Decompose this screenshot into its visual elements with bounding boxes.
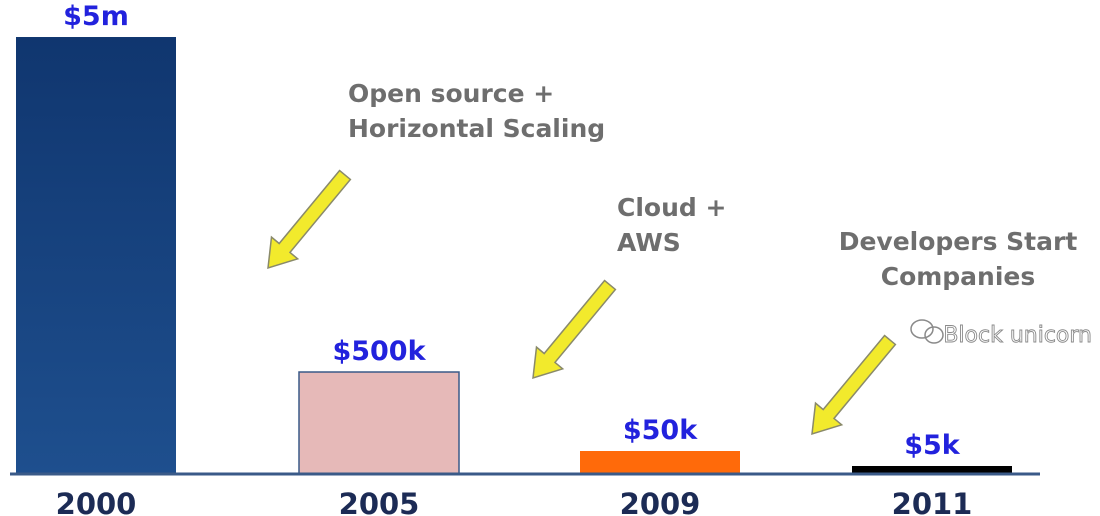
annotation-arrows — [267, 169, 897, 436]
bar-2009 — [580, 451, 740, 474]
watermark-text: Block unicorn — [943, 323, 1092, 348]
bar-2005 — [298, 371, 460, 475]
data-label-2009: $50k — [623, 415, 698, 446]
data-label-2005: $500k — [332, 336, 426, 367]
x-tick-2000: 2000 — [56, 487, 137, 516]
annotation-developers-line1: Developers Start — [839, 227, 1078, 256]
arrow-icon-1 — [267, 169, 352, 270]
annotation-developers-line2: Companies — [881, 262, 1036, 291]
arrow-icon-2 — [532, 279, 617, 380]
arrow-icon-3 — [811, 334, 897, 436]
wechat-icon — [910, 319, 944, 344]
annotation-cloud-line1: Cloud + — [617, 193, 726, 222]
x-tick-2009: 2009 — [620, 487, 701, 516]
annotation-open-source-line1: Open source + — [348, 79, 554, 108]
bar-2000 — [16, 37, 176, 475]
data-label-2000: $5m — [63, 1, 129, 32]
data-label-2011: $5k — [904, 430, 961, 461]
annotation-cloud-line2: AWS — [617, 228, 681, 257]
x-tick-2011: 2011 — [892, 487, 973, 516]
watermark: Block unicorn — [910, 319, 1092, 348]
annotation-open-source-line2: Horizontal Scaling — [348, 114, 605, 143]
bar-2011 — [852, 466, 1012, 474]
x-tick-2005: 2005 — [339, 487, 420, 516]
